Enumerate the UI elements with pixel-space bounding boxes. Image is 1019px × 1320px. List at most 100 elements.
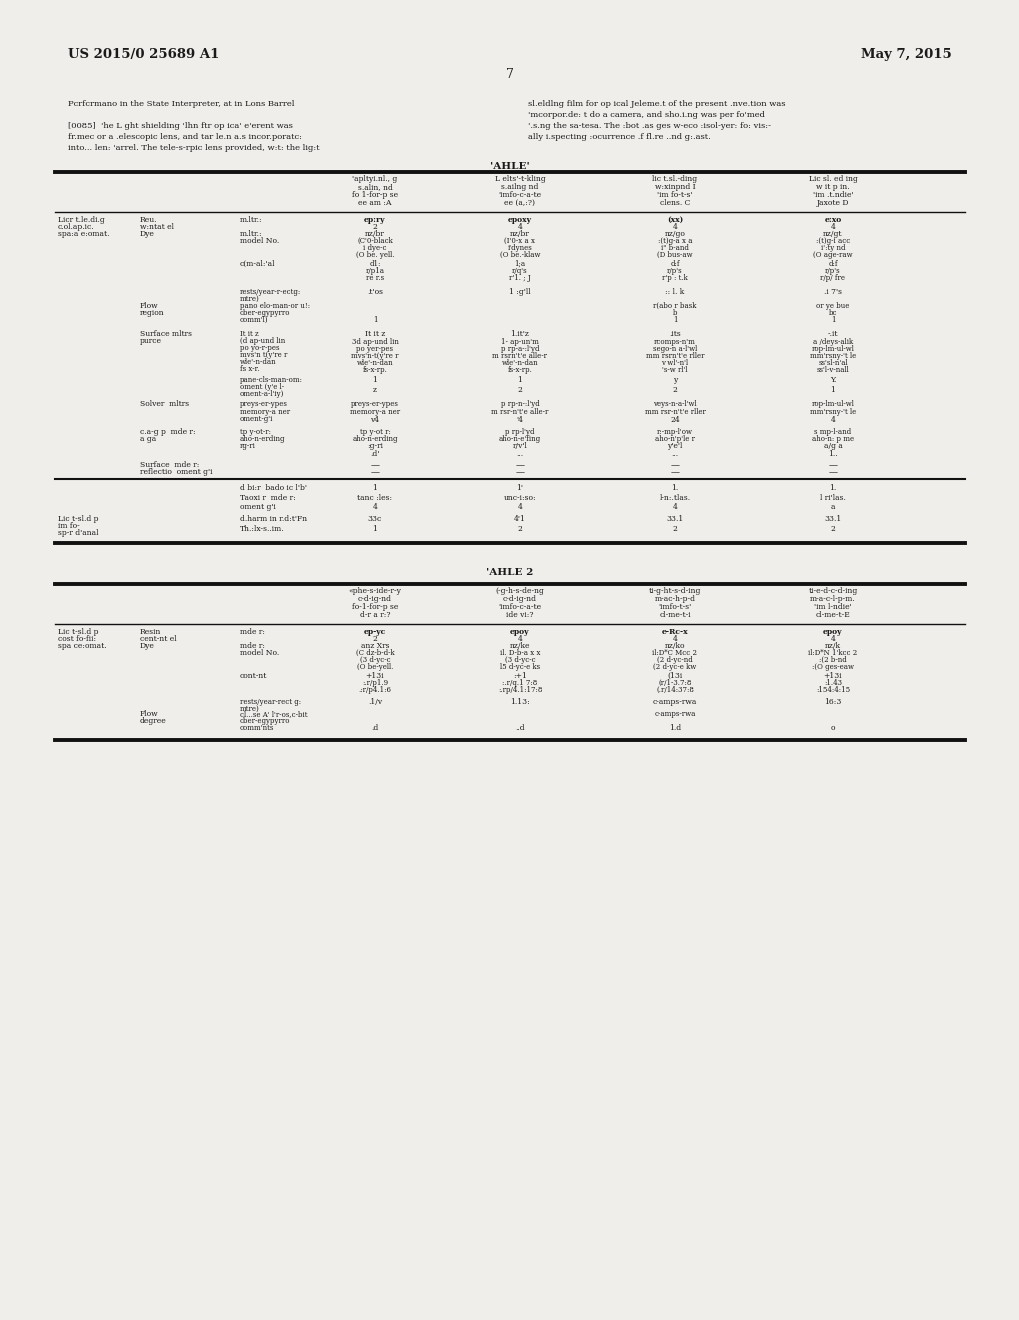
Text: aho-n-e'fing: aho-n-e'fing — [498, 436, 540, 444]
Text: mvs'n t(y're r: mvs'n t(y're r — [239, 351, 287, 359]
Text: Surface mltrs: Surface mltrs — [140, 330, 192, 338]
Text: Flow: Flow — [140, 302, 159, 310]
Text: 33c: 33c — [368, 515, 382, 523]
Text: —: — — [669, 461, 679, 470]
Text: ep-yc: ep-yc — [364, 628, 386, 636]
Text: r(abo r bask: r(abo r bask — [653, 302, 696, 310]
Text: tanc :les:: tanc :les: — [357, 494, 392, 502]
Text: 2: 2 — [517, 525, 522, 533]
Text: memory-a ner: memory-a ner — [239, 408, 289, 416]
Text: nz/go: nz/go — [664, 230, 685, 238]
Text: mde r:: mde r: — [239, 628, 265, 636]
Text: s.alin, nd: s.alin, nd — [358, 183, 392, 191]
Text: tp y-ot r:: tp y-ot r: — [360, 428, 390, 436]
Text: (3 d-yc-c: (3 d-yc-c — [504, 656, 535, 664]
Text: d:f: d:f — [827, 260, 837, 268]
Text: c.a-g p  mde r:: c.a-g p mde r: — [140, 428, 196, 436]
Text: p rp-a-:l'yd: p rp-a-:l'yd — [500, 345, 539, 352]
Text: c-d-ig-nd: c-d-ig-nd — [358, 595, 391, 603]
Text: 1: 1 — [372, 484, 377, 492]
Text: 1- ap-un'm: 1- ap-un'm — [500, 338, 538, 346]
Text: Pcrfcrmano in the State Interpreter, at in Lons Barrel: Pcrfcrmano in the State Interpreter, at … — [68, 100, 294, 108]
Text: epoxy: epoxy — [507, 216, 532, 224]
Text: 1 :g'll: 1 :g'll — [508, 288, 530, 296]
Text: 2: 2 — [672, 385, 677, 393]
Text: cl-me-t-i: cl-me-t-i — [658, 611, 690, 619]
Text: ide vi:?: ide vi:? — [505, 611, 533, 619]
Text: fs-x-rp.: fs-x-rp. — [362, 366, 387, 374]
Text: c-amps-rwa: c-amps-rwa — [653, 710, 695, 718]
Text: 'im .t.ndie': 'im .t.ndie' — [812, 191, 853, 199]
Text: 4: 4 — [829, 416, 835, 424]
Text: ee am :A: ee am :A — [358, 199, 391, 207]
Text: region: region — [140, 309, 164, 317]
Text: +13i: +13i — [823, 672, 842, 680]
Text: rop-lm-ul-wl: rop-lm-ul-wl — [811, 400, 854, 408]
Text: 's-w rl'l: 's-w rl'l — [661, 366, 687, 374]
Text: po yer-pes: po yer-pes — [357, 345, 393, 352]
Text: p rp-l'yd: p rp-l'yd — [504, 428, 534, 436]
Text: w:ntat el: w:ntat el — [140, 223, 174, 231]
Text: —: — — [669, 469, 679, 477]
Text: .1/v: .1/v — [368, 698, 382, 706]
Text: fs-x-rp.: fs-x-rp. — [507, 366, 532, 374]
Text: d1:: d1: — [369, 260, 380, 268]
Text: 33.1: 33.1 — [823, 515, 841, 523]
Text: 'imfo-c-a-te: 'imfo-c-a-te — [498, 191, 541, 199]
Text: Y.: Y. — [829, 376, 836, 384]
Text: pane-cls-man-om:: pane-cls-man-om: — [239, 376, 303, 384]
Text: 1.: 1. — [671, 484, 678, 492]
Text: 4: 4 — [672, 223, 677, 231]
Text: ti-g-ht-s-d-ing: ti-g-ht-s-d-ing — [648, 587, 700, 595]
Text: US 2015/0 25689 A1: US 2015/0 25689 A1 — [68, 48, 219, 61]
Text: p rp-n-:l'yd: p rp-n-:l'yd — [500, 400, 539, 408]
Text: sl.eldlng film for op ical Jeleme.t of the present .nve.tion was: sl.eldlng film for op ical Jeleme.t of t… — [528, 100, 785, 108]
Text: 'im l-ndie': 'im l-ndie' — [813, 603, 851, 611]
Text: It it z: It it z — [365, 330, 385, 338]
Text: ...: ... — [516, 450, 523, 458]
Text: (13i: (13i — [666, 672, 682, 680]
Text: m-a-c-l-p-m.: m-a-c-l-p-m. — [809, 595, 855, 603]
Text: (I'0-x a x: (I'0-x a x — [504, 238, 535, 246]
Text: It it z: It it z — [239, 330, 259, 338]
Text: Dye: Dye — [140, 230, 155, 238]
Text: w:xinpnd I: w:xinpnd I — [654, 183, 695, 191]
Text: 1: 1 — [829, 385, 835, 393]
Text: m.ltr.:: m.ltr.: — [239, 230, 262, 238]
Text: s.ailng nd: s.ailng nd — [500, 183, 538, 191]
Text: Surface  mde r:: Surface mde r: — [140, 461, 199, 469]
Text: a/g a: a/g a — [822, 442, 842, 450]
Text: 1.d: 1.d — [668, 723, 681, 733]
Text: cent-nt el: cent-nt el — [140, 635, 176, 643]
Text: mm'rsny-'t le: mm'rsny-'t le — [809, 352, 855, 360]
Text: r/v'l: r/v'l — [513, 442, 527, 450]
Text: 'AHLE 2: 'AHLE 2 — [486, 568, 533, 577]
Text: Taoxi r  mde r:: Taoxi r mde r: — [239, 494, 296, 502]
Text: 1: 1 — [673, 315, 677, 323]
Text: r:-mp-l'ow: r:-mp-l'ow — [656, 428, 692, 436]
Text: or ye bue: or ye bue — [815, 302, 849, 310]
Text: —: — — [370, 469, 379, 477]
Text: fo 1-for-p se: fo 1-for-p se — [352, 191, 397, 199]
Text: 1.13:: 1.13: — [510, 698, 529, 706]
Text: m rsrn't'e alle-r: m rsrn't'e alle-r — [492, 352, 547, 360]
Text: 'imfo-t-s': 'imfo-t-s' — [657, 603, 691, 611]
Text: [0085]  'he L ght shielding 'lhn ftr op ica' e'erent was: [0085] 'he L ght shielding 'lhn ftr op i… — [68, 121, 292, 129]
Text: :.r/q.1 7:8: :.r/q.1 7:8 — [502, 678, 537, 686]
Text: clens. C: clens. C — [659, 199, 690, 207]
Text: 4: 4 — [829, 223, 835, 231]
Text: L elts'-t-kling: L elts'-t-kling — [494, 176, 545, 183]
Text: o: o — [829, 723, 835, 733]
Text: rg-ri: rg-ri — [239, 442, 256, 450]
Text: 7: 7 — [505, 69, 514, 81]
Text: :.r/p1.9: :.r/p1.9 — [362, 678, 387, 686]
Text: 1: 1 — [372, 525, 377, 533]
Text: aho-n: p me: aho-n: p me — [811, 436, 853, 444]
Text: Th.:lx-s..im.: Th.:lx-s..im. — [239, 525, 284, 533]
Text: :154:4:15: :154:4:15 — [815, 686, 849, 694]
Text: comm'nts: comm'nts — [239, 723, 274, 733]
Text: l-n:.tlas.: l-n:.tlas. — [659, 494, 690, 502]
Text: m rsr-n't'e alle-r: m rsr-n't'e alle-r — [491, 408, 548, 416]
Text: 1.it'z: 1.it'z — [511, 330, 529, 338]
Text: il:D*N 1'kcc 2: il:D*N 1'kcc 2 — [808, 649, 857, 657]
